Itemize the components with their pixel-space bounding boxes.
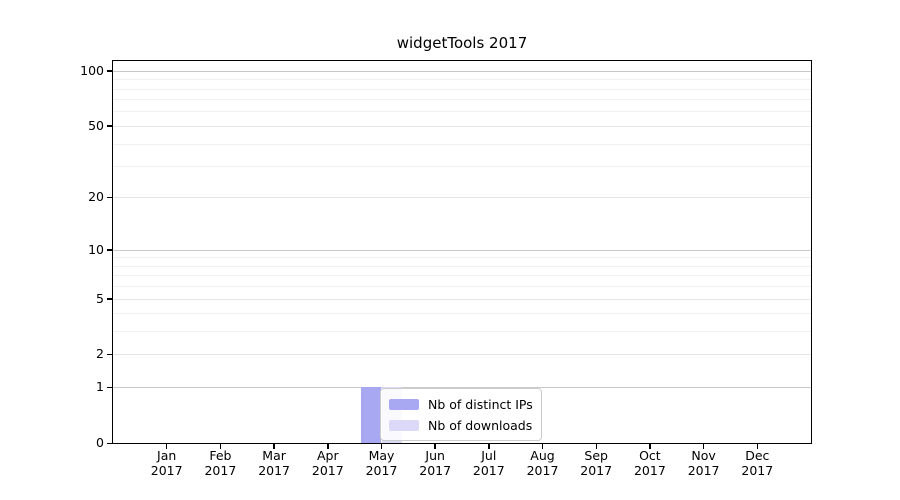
gridline-major: [113, 70, 811, 72]
y-tick-mark: [107, 196, 113, 199]
x-tick-mark: [434, 443, 436, 449]
gridline-minor: [113, 286, 811, 288]
gridline-major: [113, 387, 811, 389]
y-tick-mark: [107, 442, 113, 444]
gridline-minor: [113, 143, 811, 145]
x-tick-label: Nov 2017: [687, 448, 720, 478]
y-tick-label: 2: [96, 346, 104, 362]
x-tick-label: Jun 2017: [419, 448, 452, 478]
bar-nb-of-distinct-ips: [360, 387, 382, 443]
legend-swatch-distinct-ips: [389, 398, 419, 410]
x-tick-mark: [219, 443, 222, 449]
y-tick-mark: [107, 353, 113, 356]
gridline-minor: [113, 166, 811, 167]
legend-label-distinct-ips: Nb of distinct IPs: [428, 396, 533, 412]
legend: Nb of distinct IPs Nb of downloads: [380, 388, 542, 441]
x-tick-mark: [649, 443, 651, 449]
legend-item-distinct-ips: Nb of distinct IPs: [389, 394, 533, 414]
gridline-minor: [113, 111, 811, 113]
y-tick-mark: [107, 125, 113, 127]
gridline-major: [113, 125, 811, 127]
x-tick-label: Apr 2017: [311, 448, 344, 478]
y-tick-label: 5: [96, 290, 104, 306]
legend-swatch-downloads: [389, 419, 419, 431]
gridline-minor: [113, 275, 811, 277]
y-tick-label: 1: [96, 379, 104, 395]
x-tick-mark: [327, 443, 329, 449]
x-tick-label: Dec 2017: [741, 448, 774, 478]
y-tick-mark: [107, 249, 113, 251]
y-tick-label: 10: [88, 241, 104, 257]
y-tick-mark: [107, 386, 113, 389]
y-tick-mark: [107, 298, 113, 300]
gridline-minor: [113, 79, 811, 81]
gridline-major: [113, 354, 811, 356]
x-tick-label: Jan 2017: [150, 448, 183, 478]
y-tick-label: 100: [80, 62, 104, 78]
x-tick-label: May 2017: [365, 448, 398, 478]
x-tick-mark: [380, 443, 383, 449]
x-tick-label: Oct 2017: [633, 448, 666, 478]
x-tick-mark: [541, 443, 544, 449]
gridline-major: [113, 197, 811, 199]
x-tick-label: Jul 2017: [472, 448, 505, 478]
x-tick-mark: [273, 443, 275, 449]
gridline-major: [113, 298, 811, 300]
gridline-minor: [113, 257, 811, 259]
x-tick-mark: [488, 443, 490, 449]
gridline-minor: [113, 331, 811, 333]
y-tick-label: 50: [88, 117, 104, 133]
x-tick-label: Feb 2017: [204, 448, 237, 478]
gridline-minor: [113, 99, 811, 101]
y-tick-mark: [107, 70, 113, 72]
y-tick-label: 0: [96, 435, 104, 450]
legend-label-downloads: Nb of downloads: [428, 417, 533, 433]
x-tick-mark: [595, 443, 597, 449]
x-tick-mark: [165, 443, 168, 449]
x-tick-label: Mar 2017: [258, 448, 290, 478]
gridline-minor: [113, 88, 811, 90]
x-tick-mark: [702, 443, 705, 449]
gridline-minor: [113, 265, 811, 267]
x-tick-label: Aug 2017: [526, 448, 559, 478]
legend-item-downloads: Nb of downloads: [389, 415, 533, 435]
gridline-major: [113, 249, 811, 251]
gridline-minor: [113, 313, 811, 315]
chart-title: widgetTools 2017: [396, 34, 528, 52]
y-tick-label: 20: [88, 189, 104, 205]
x-tick-label: Sep 2017: [580, 448, 613, 478]
x-tick-mark: [756, 443, 759, 449]
plot-area: [113, 61, 811, 443]
